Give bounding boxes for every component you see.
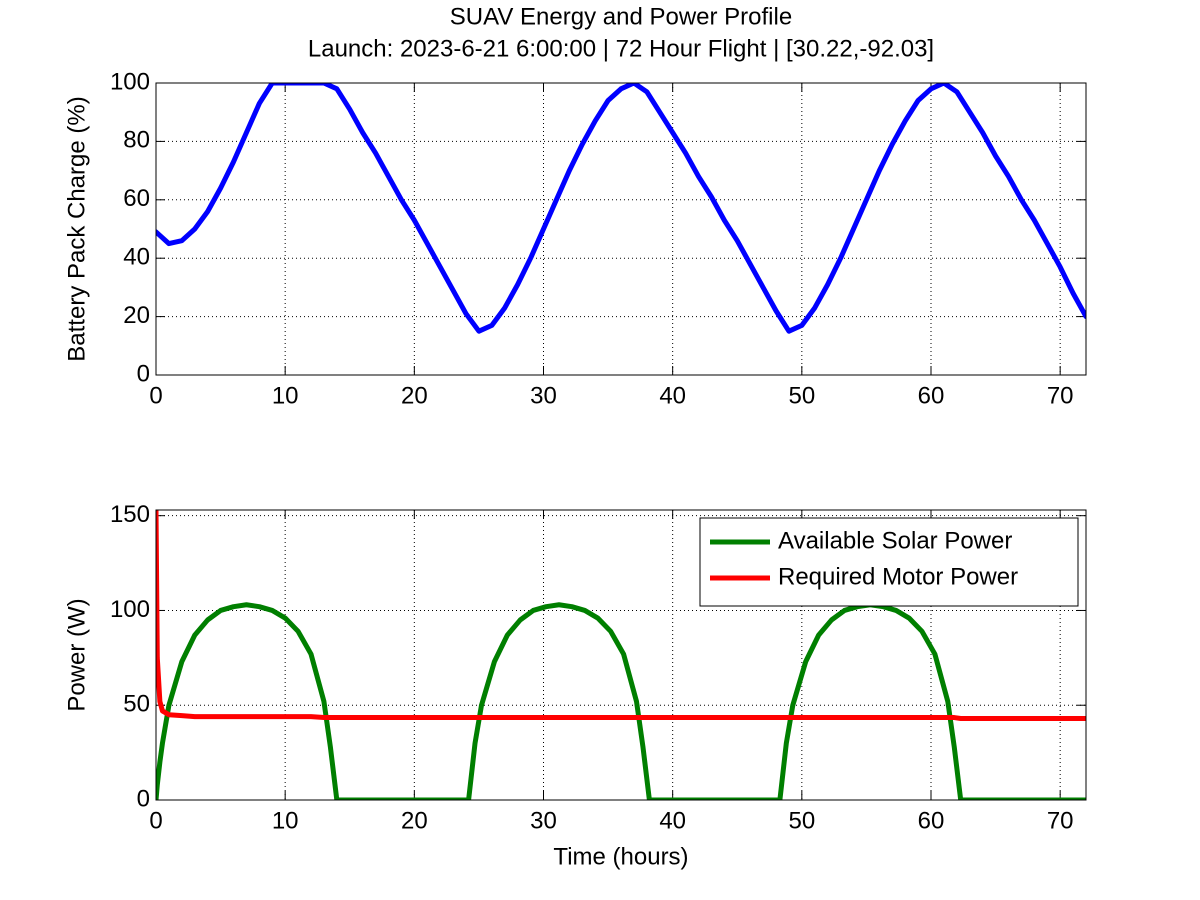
legend-label: Available Solar Power (778, 527, 1012, 554)
x-tick-label: 40 (659, 807, 686, 834)
x-tick-label: 60 (918, 382, 945, 409)
y-tick-label: 0 (137, 360, 150, 387)
axes-frame (155, 509, 1087, 801)
y-tick-label: 100 (110, 68, 150, 95)
plot-area (156, 83, 1086, 375)
y-tick-label: 0 (137, 785, 150, 812)
x-tick-label: 10 (272, 807, 299, 834)
y-tick-label: 100 (110, 596, 150, 623)
x-tick-label: 20 (401, 382, 428, 409)
y-tick-label: 20 (123, 302, 150, 329)
x-tick-label: 50 (788, 382, 815, 409)
x-tick-label: 40 (659, 382, 686, 409)
x-tick-label: 70 (1047, 382, 1074, 409)
x-tick-label: 70 (1047, 807, 1074, 834)
x-tick-label: 60 (918, 807, 945, 834)
data-line (156, 602, 1086, 800)
x-tick-label: 30 (530, 382, 557, 409)
legend-box (699, 517, 1079, 607)
y-tick-label: 80 (123, 127, 150, 154)
y-tick-label: 50 (123, 691, 150, 718)
y-axis-label: Power (W) (63, 598, 90, 711)
legend-label: Required Motor Power (778, 563, 1018, 590)
y-tick-label: 40 (123, 244, 150, 271)
x-tick-label: 10 (272, 382, 299, 409)
chart-title: SUAV Energy and Power Profile (450, 3, 792, 30)
x-axis-label: Time (hours) (553, 843, 688, 870)
x-tick-label: 50 (788, 807, 815, 834)
y-tick-label: 150 (110, 501, 150, 528)
axes-frame (155, 82, 1087, 376)
y-tick-label: 60 (123, 185, 150, 212)
chart-subtitle: Launch: 2023-6-21 6:00:00 | 72 Hour Flig… (308, 35, 934, 62)
data-line (156, 83, 1086, 334)
x-tick-label: 30 (530, 807, 557, 834)
x-tick-label: 0 (149, 807, 162, 834)
x-tick-label: 0 (149, 382, 162, 409)
x-tick-label: 20 (401, 807, 428, 834)
data-line (156, 510, 1086, 721)
y-axis-label: Battery Pack Charge (%) (63, 96, 90, 361)
